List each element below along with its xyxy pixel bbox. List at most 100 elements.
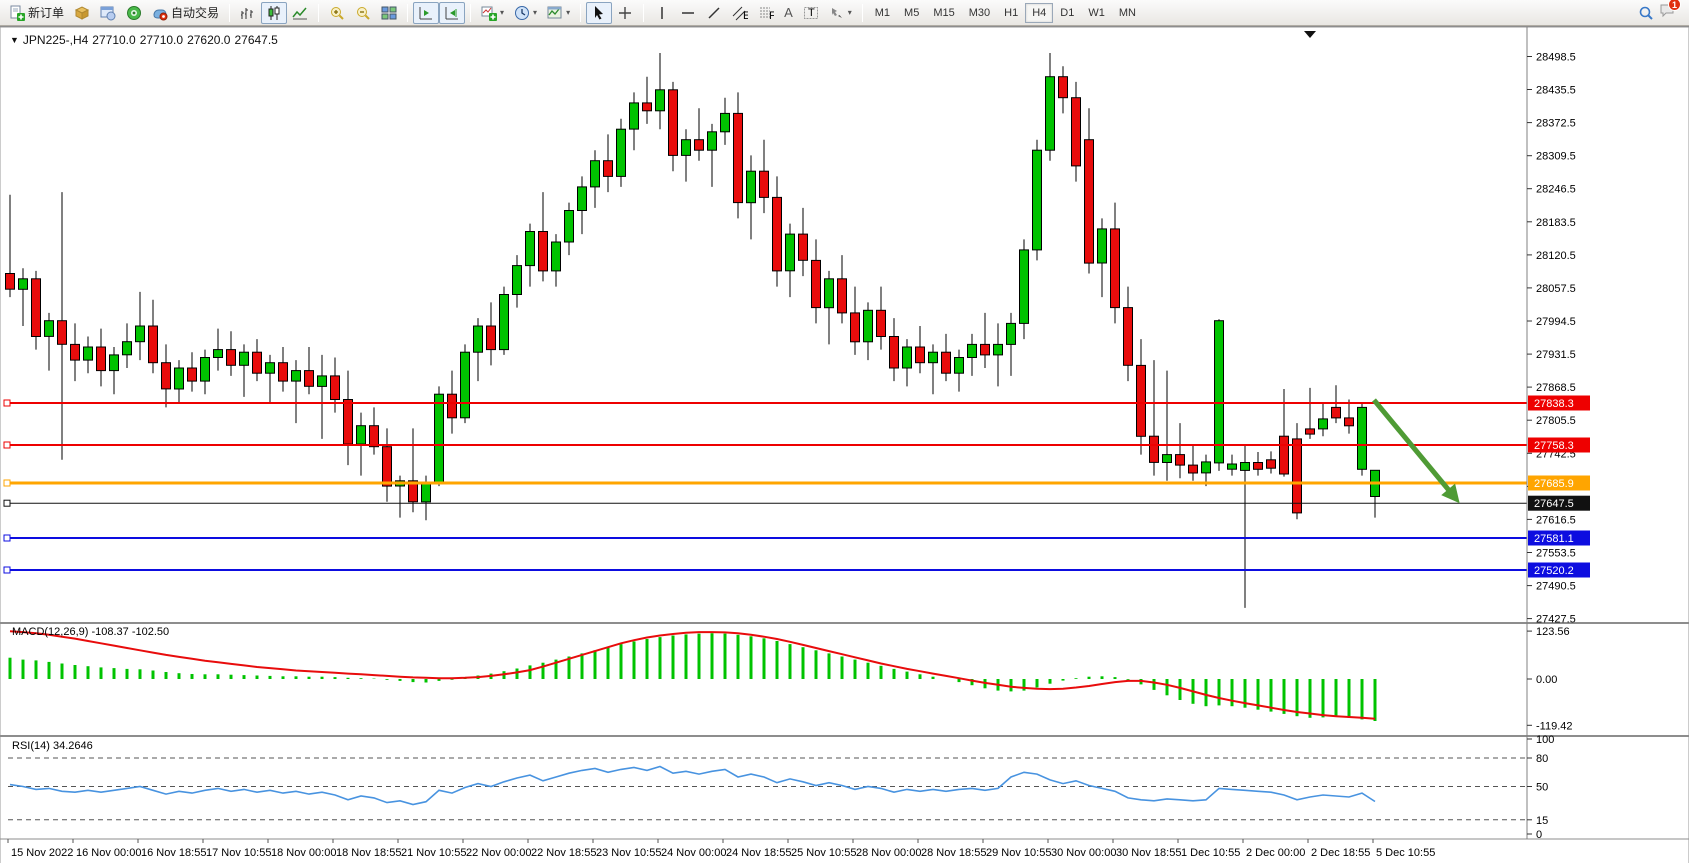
new-order-button[interactable]: 新订单 [4,2,69,24]
candle-bear [1058,76,1068,99]
hline-handle[interactable] [3,441,11,449]
tf-mn-button[interactable]: MN [1118,6,1136,19]
horizontal-line-tool-button[interactable] [675,2,701,24]
market-watch-button[interactable] [69,2,95,24]
arrow-shaft[interactable] [1372,398,1454,496]
time-tick-label: 22 Nov 00:00 [466,847,531,859]
dropdown-caret-icon: ▾ [500,8,505,17]
time-tick-label: 5 Dec 10:55 [1376,847,1435,859]
time-tick-label: 24 Nov 00:00 [661,847,726,859]
horizontal-lines[interactable] [3,399,1527,574]
candle-bull [616,128,626,177]
channel-tool-button[interactable]: E [727,2,753,24]
tf-d1-button[interactable]: D1 [1060,6,1075,19]
navigator-button[interactable] [121,2,147,24]
hline-handle[interactable] [3,479,11,487]
candle-bear [1253,462,1263,470]
candle-bull [928,351,938,364]
price-tick-label: 28435.5 [1536,85,1576,97]
candle-bear [837,278,847,314]
vertical-line-icon [661,6,663,19]
time-tick-label: 28 Nov 00:00 [856,847,921,859]
tf-m15-button[interactable]: M15 [933,6,955,19]
candle-bull [564,210,574,243]
toolbar-separator [861,3,863,22]
candle-bear [733,112,743,204]
bar-chart-button[interactable] [235,2,261,24]
price-tick-label: 27868.5 [1536,382,1576,394]
auto-scroll-icon [445,6,459,19]
text-tool-button[interactable]: A [779,2,798,24]
candle-bull [1006,322,1016,345]
candle-bear [70,343,80,361]
candle-chart-icon [268,5,280,20]
arrows-tool-button[interactable]: ▾ [824,2,857,24]
periods-button[interactable]: ▾ [509,2,542,24]
tf-m1-button[interactable]: M1 [874,6,891,19]
candle-bear [941,351,951,374]
candle-chart-button[interactable] [261,1,288,24]
candle-bull [512,265,522,296]
trendline-tool-button[interactable] [701,2,727,24]
candle-bear [57,320,67,345]
templates-icon [547,6,562,18]
tf-w1-button[interactable]: W1 [1088,6,1105,19]
auto-scroll-button[interactable] [439,1,466,24]
add-indicator-button[interactable]: ▾ [476,2,509,24]
autotrading-icon [153,9,168,20]
zoom-out-button[interactable] [350,2,376,24]
fibonacci-tool-button[interactable]: F [753,2,779,24]
chart-shift-icon [419,6,433,19]
templates-button[interactable]: ▾ [542,2,575,24]
candle-bear [5,273,15,290]
hline-handle[interactable] [3,534,11,542]
notifications-button[interactable]: 1 [1659,0,1681,23]
chart-high-value: 27710.0 [139,33,184,47]
candle-bear [694,139,704,151]
tf-h4-button[interactable]: H4 [1025,2,1054,23]
candle-bear [187,367,197,382]
market-watch-icon [74,5,90,20]
chart-title-expand-icon[interactable]: ▼ [10,35,19,45]
crosshair-tool-button[interactable] [612,2,638,24]
price-tick-label: 27805.5 [1536,415,1576,427]
tf-m5-button[interactable]: M5 [904,6,920,19]
data-window-button[interactable] [95,2,121,24]
candle-bear [915,346,925,364]
chart-shift-marker[interactable] [1304,31,1316,38]
time-tick-label: 22 Nov 18:55 [531,847,596,859]
label-tool-button[interactable]: T [798,2,824,24]
zoom-in-button[interactable] [324,2,350,24]
candle-bear [343,399,353,445]
price-badge-label: 27647.5 [1534,498,1574,510]
candle-bull [1227,463,1237,470]
price-badge [1528,395,1590,411]
tf-m30-button[interactable]: M30 [968,6,991,19]
cursor-icon [595,5,604,19]
autotrading-button[interactable]: 自动交易 [147,2,224,24]
search-button[interactable] [1633,2,1659,24]
chart-canvas[interactable]: MACD(12,26,9) -108.37 -102.50 RSI(14) 34.… [0,26,1689,863]
indicator-axes: 123.56 0.00 -119.42 100 80 50 15 0 [1527,626,1573,841]
price-tick-label: 28120.5 [1536,250,1576,262]
cursor-tool-button[interactable] [586,1,613,24]
macd-signal-line [9,630,1376,720]
hline-handle[interactable] [3,399,11,407]
hline-handle[interactable] [3,566,11,574]
chart-shift-button[interactable] [413,1,440,24]
hline-handle[interactable] [3,499,11,507]
time-axis[interactable]: 15 Nov 2022 16 Nov 00:00 16 Nov 18:55 17 No… [7,839,1435,859]
price-axis[interactable]: 28498.5 28435.5 28372.5 28309.5 28246.5 28183… [1527,52,1590,626]
line-chart-button[interactable] [287,2,313,24]
rsi-tick-label: 100 [1536,734,1554,746]
time-tick-label: 21 Nov 10:55 [401,847,466,859]
arrow-head[interactable] [1441,483,1460,504]
candle-bear [811,259,821,309]
tf-h1-button[interactable]: H1 [1004,6,1019,19]
tile-windows-button[interactable] [376,2,402,24]
candle-bear [304,370,314,387]
panel-separators[interactable] [0,27,1689,840]
candle-bull [109,354,119,372]
vertical-line-tool-button[interactable] [649,2,675,24]
trend-arrow-annotation[interactable] [1372,398,1460,504]
